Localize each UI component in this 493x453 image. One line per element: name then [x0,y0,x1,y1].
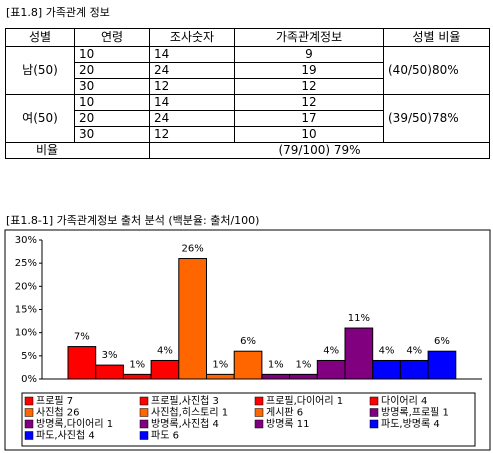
bar [372,359,401,380]
y-tick-label: 0% [21,374,37,385]
y-tick-label: 25% [15,258,37,269]
cell: 10 [234,126,384,143]
header-cell: 조사숫자 [149,28,235,47]
legend-label: 프로필,다이어리 1 [266,395,343,407]
data-label: 4% [323,345,339,356]
data-label: 3% [102,350,118,361]
cell: 24 [149,62,235,79]
chart: 0% 5% 10% 15% 20% 25% 30% 7% 3% 1% 4% 26% 1% 6% 1% 1% 4%… [4,229,491,451]
legend-swatch [24,396,34,406]
data-label: 11% [348,313,370,324]
bar [150,359,180,380]
cell: 30 [74,78,150,95]
y-tick-label: 5% [21,351,37,362]
bar [344,327,374,380]
data-label: 6% [434,336,450,347]
data-label: 1% [268,359,284,370]
legend-label: 파도 6 [151,430,179,442]
legend-swatch [24,408,34,417]
table: 성별 연령 조사숫자 가족관계정보 성별 비율 남(50) 10 14 9 (4… [5,28,490,159]
header-cell: 가족관계정보 [234,28,384,47]
bar [316,359,346,380]
cell: 24 [149,110,235,127]
legend-label: 사진첩,히스토리 1 [151,407,228,419]
legend-swatch [139,396,149,406]
bar [233,350,263,380]
legend-swatch [369,419,379,429]
cell: 12 [234,94,384,111]
bar [178,258,208,380]
header-cell: 성별 [5,28,75,47]
bar [261,373,291,380]
cell: 14 [149,94,235,111]
legend-swatch [254,419,264,429]
bar [206,373,235,380]
cell: 14 [149,46,235,63]
legend-swatch [24,419,34,429]
cell: 17 [234,110,384,127]
legend-label: 파도,사진첩 4 [36,430,95,442]
footer-cell: 비율 [5,142,150,159]
cell: 12 [149,126,235,143]
legend-border [21,392,476,447]
legend-label: 프로필 7 [36,395,73,407]
cell: 19 [234,62,384,79]
bar [67,346,97,380]
legend-label: 방명록,사진첩 4 [151,418,219,430]
legend-label: 방명록 11 [266,418,310,430]
cell: 10 [74,46,150,63]
chart-border [4,229,491,451]
legend-label: 게시판 6 [266,407,303,419]
footer-cell: (79/100) 79% [149,142,490,159]
bar [289,373,318,380]
y-tick-label: 20% [15,281,37,292]
bar [427,350,457,380]
legend-swatch [369,408,379,417]
cell: 20 [74,110,150,127]
legend-swatch [369,396,379,406]
y-tick-label: 30% [15,235,37,246]
legend-label: 파도,방명록 4 [381,418,440,430]
legend-swatch [254,408,264,417]
table-title: [표1.8] 가족관계 정보 [6,6,110,19]
cell: 12 [149,78,235,95]
ratio-cell: (40/50)80% [383,46,490,95]
legend-label: 사진첩 26 [36,407,80,419]
legend-label: 프로필,사진첩 3 [151,395,219,407]
gender-cell: 여(50) [5,94,75,143]
cell: 30 [74,126,150,143]
legend-label: 방명록,다이어리 1 [36,418,113,430]
data-label: 4% [379,345,395,356]
legend-swatch [254,396,264,406]
data-label: 4% [157,345,173,356]
bar [95,364,124,380]
y-tick-label: 15% [15,305,37,316]
cell: 10 [74,94,150,111]
ratio-cell: (39/50)78% [383,94,490,143]
data-label: 4% [406,345,422,356]
data-label: 26% [182,244,204,255]
header-cell: 성별 비율 [383,28,490,47]
data-label: 1% [296,359,312,370]
legend-swatch [139,408,149,417]
data-label: 1% [212,359,228,370]
chart-title: [표1.8-1] 가족관계정보 출처 분석 (백분율: 출처/100) [6,214,260,227]
legend-swatch [139,431,149,440]
legend-swatch [139,419,149,429]
data-label: 7% [74,332,90,343]
cell: 9 [234,46,384,63]
gender-cell: 남(50) [5,46,75,95]
data-label: 6% [240,336,256,347]
data-label: 1% [129,359,145,370]
legend-label: 방명록,프로필 1 [381,407,449,419]
bar [399,359,429,380]
cell: 20 [74,62,150,79]
legend-label: 다이어리 4 [381,395,427,407]
header-cell: 연령 [74,28,150,47]
legend-swatch [24,431,34,440]
cell: 12 [234,78,384,95]
y-tick-label: 10% [15,328,37,339]
bar [122,373,152,380]
